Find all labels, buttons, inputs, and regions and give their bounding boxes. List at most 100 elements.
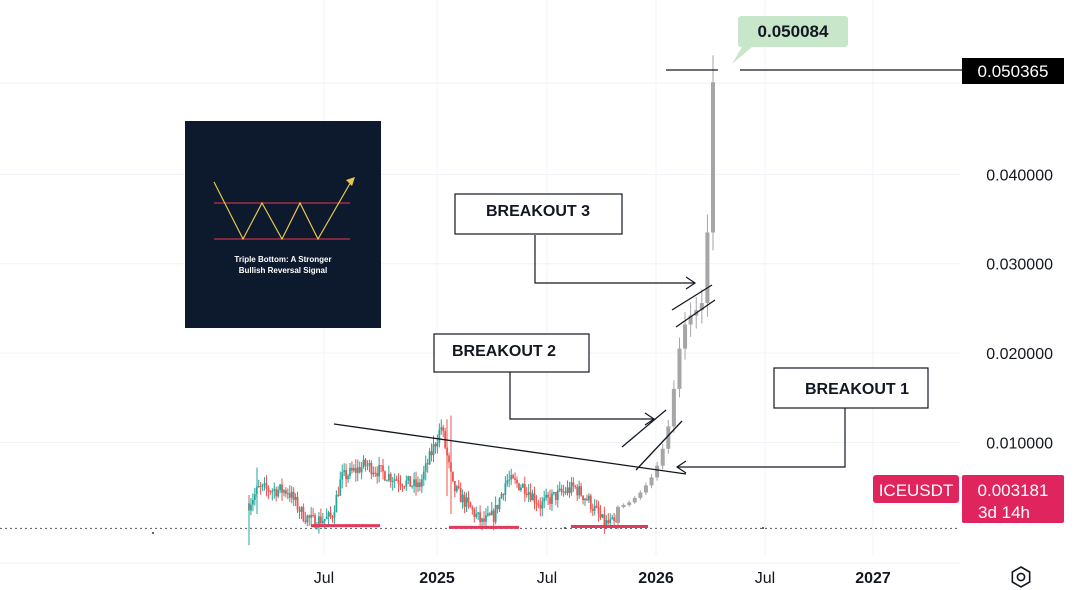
candle (286, 488, 289, 500)
candle (432, 435, 435, 463)
candle (308, 514, 311, 526)
candle (580, 482, 582, 497)
candle (426, 458, 429, 473)
candle (461, 489, 464, 509)
y-axis: 0.010000 0.020000 0.030000 0.040000 (986, 167, 1053, 452)
candle (378, 457, 381, 483)
candle (327, 510, 330, 526)
candle (607, 513, 610, 525)
candle (554, 491, 557, 506)
candle (387, 465, 390, 483)
candle (597, 500, 600, 522)
candle (283, 488, 285, 497)
breakout-2-callout: BREAKOUT 2 (433, 333, 656, 426)
candle (448, 452, 450, 469)
candle (290, 486, 293, 504)
candle (471, 505, 474, 515)
candle (275, 486, 278, 502)
candle (539, 497, 542, 517)
descending-trendline (333, 423, 687, 475)
candle (574, 484, 577, 489)
projection-candle (627, 500, 632, 507)
candle (500, 492, 503, 499)
x-tick-label: 2026 (638, 570, 674, 587)
breakout-3-label: BREAKOUT 3 (486, 203, 590, 220)
countdown-timer: 3d 14h (978, 503, 1030, 522)
candle (354, 459, 357, 482)
projection-candle (643, 482, 648, 495)
candle (415, 471, 417, 496)
candle (483, 511, 485, 526)
stray-mark (762, 527, 764, 529)
projection-candle (632, 495, 637, 505)
candle (405, 475, 408, 491)
candle (411, 485, 414, 489)
candle (401, 483, 404, 492)
candle (506, 473, 509, 487)
candle (438, 423, 441, 448)
candle (368, 459, 371, 473)
candle (516, 476, 518, 488)
candle (285, 487, 287, 498)
candle (374, 466, 377, 477)
triple-bottom-inset: Triple Bottom: A Stronger Bullish Revers… (185, 121, 381, 328)
candle (300, 506, 303, 520)
candle (545, 488, 548, 501)
candle (360, 462, 363, 480)
candle (251, 493, 254, 512)
candle (490, 502, 493, 516)
candle (413, 472, 415, 493)
candle (603, 506, 606, 534)
y-tick-label: 0.010000 (986, 436, 1053, 453)
projection-candle (649, 474, 654, 489)
candle (510, 468, 513, 485)
candle (547, 491, 549, 505)
breakout-2-label: BREAKOUT 2 (452, 343, 556, 360)
x-tick-label: Jul (755, 570, 775, 587)
candle (453, 480, 456, 498)
candle (578, 480, 581, 499)
candle (382, 458, 384, 480)
candle (339, 471, 342, 496)
breakout-2-channel (621, 409, 683, 471)
candle (403, 485, 406, 489)
projected-price-tag: 0.050365 (962, 58, 1064, 84)
candle (512, 473, 515, 479)
candle (345, 463, 348, 488)
candle (376, 466, 379, 484)
candle (417, 476, 419, 493)
projection-candle (616, 505, 620, 524)
candle (457, 480, 460, 490)
candle (541, 496, 544, 517)
candle (553, 491, 555, 496)
candle (587, 493, 590, 503)
candle (469, 501, 472, 508)
candle (364, 458, 367, 472)
candle (279, 483, 281, 494)
candle (463, 491, 466, 514)
target-price-tag: 0.050084 (732, 16, 848, 64)
candle (393, 473, 396, 488)
candle (440, 419, 443, 435)
candle (407, 475, 410, 485)
x-tick-label: 2027 (855, 570, 891, 587)
candle (582, 495, 584, 505)
breakout-1-callout: BREAKOUT 1 (675, 367, 929, 474)
candle (535, 494, 538, 512)
candle (430, 443, 433, 462)
candle (391, 476, 394, 491)
y-tick-label: 0.030000 (986, 257, 1053, 274)
candle (576, 484, 579, 502)
y-tick-label: 0.020000 (986, 346, 1053, 363)
candle (444, 427, 447, 450)
candle (586, 494, 588, 502)
candle (556, 484, 559, 508)
candle (306, 514, 309, 527)
candle (310, 506, 313, 526)
candle (455, 484, 458, 493)
support-lines (311, 524, 648, 529)
candle (508, 470, 511, 488)
settings-gear-icon[interactable] (1011, 566, 1031, 588)
candle (523, 476, 526, 502)
